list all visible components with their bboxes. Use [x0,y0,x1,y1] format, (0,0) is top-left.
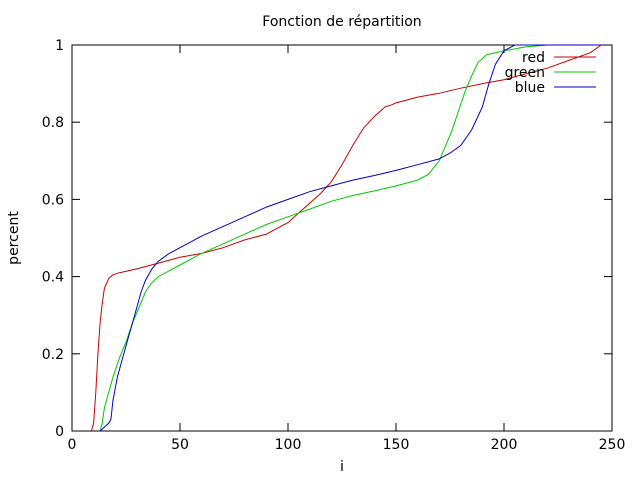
chart-title: Fonction de répartition [262,14,421,30]
y-tick-label: 0 [55,424,64,440]
y-tick-label: 1 [55,38,64,54]
y-tick-label: 0.2 [42,347,64,363]
plot-frame [71,44,613,432]
x-tick-label: 0 [68,437,77,453]
y-tick-label: 0.6 [42,192,64,208]
legend-label-blue: blue [515,80,545,96]
series-lines [90,44,602,432]
y-axis-label: percent [6,211,22,265]
x-tick-label: 50 [171,437,189,453]
axis-tick-labels: 0 50 100 150 200 250 0 0.2 0.4 0.6 0.8 1 [42,38,626,453]
x-tick-label: 250 [599,437,626,453]
axis-ticks [71,44,613,432]
legend-label-red: red [522,50,545,66]
series-line-red [90,44,602,432]
series-line-blue [99,44,602,432]
series-line-green [99,44,602,432]
y-tick-label: 0.8 [42,115,64,131]
x-tick-label: 100 [275,437,302,453]
x-tick-label: 200 [491,437,518,453]
y-tick-label: 0.4 [42,270,64,286]
x-tick-label: 150 [383,437,410,453]
legend-label-green: green [505,65,545,81]
x-axis-label: i [340,459,344,475]
